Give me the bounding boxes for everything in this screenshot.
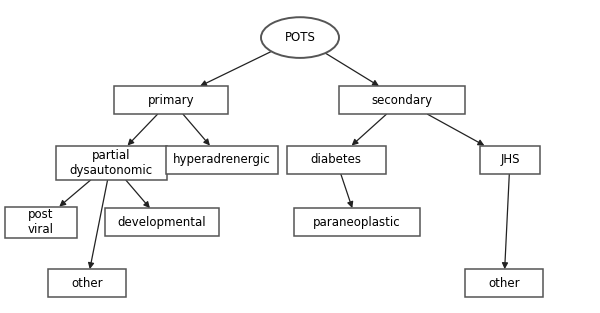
Bar [465, 269, 543, 297]
Text: developmental: developmental [118, 216, 206, 229]
Ellipse shape [261, 17, 339, 58]
Text: secondary: secondary [371, 94, 433, 107]
Text: JHS: JHS [500, 153, 520, 166]
Text: hyperadrenergic: hyperadrenergic [173, 153, 271, 166]
Bar [294, 208, 420, 236]
Bar [480, 146, 540, 174]
Text: partial
dysautonomic: partial dysautonomic [70, 149, 152, 177]
Text: diabetes: diabetes [311, 153, 362, 166]
Bar [114, 86, 228, 114]
Bar [5, 207, 77, 238]
Text: POTS: POTS [284, 31, 316, 44]
Bar [105, 208, 219, 236]
Text: other: other [71, 277, 103, 290]
Bar [287, 146, 386, 174]
Text: other: other [488, 277, 520, 290]
Bar [339, 86, 465, 114]
Text: paraneoplastic: paraneoplastic [313, 216, 401, 229]
Bar [48, 269, 126, 297]
Text: post
viral: post viral [28, 208, 54, 236]
Text: primary: primary [148, 94, 194, 107]
Bar [166, 146, 277, 174]
Bar [56, 146, 167, 180]
